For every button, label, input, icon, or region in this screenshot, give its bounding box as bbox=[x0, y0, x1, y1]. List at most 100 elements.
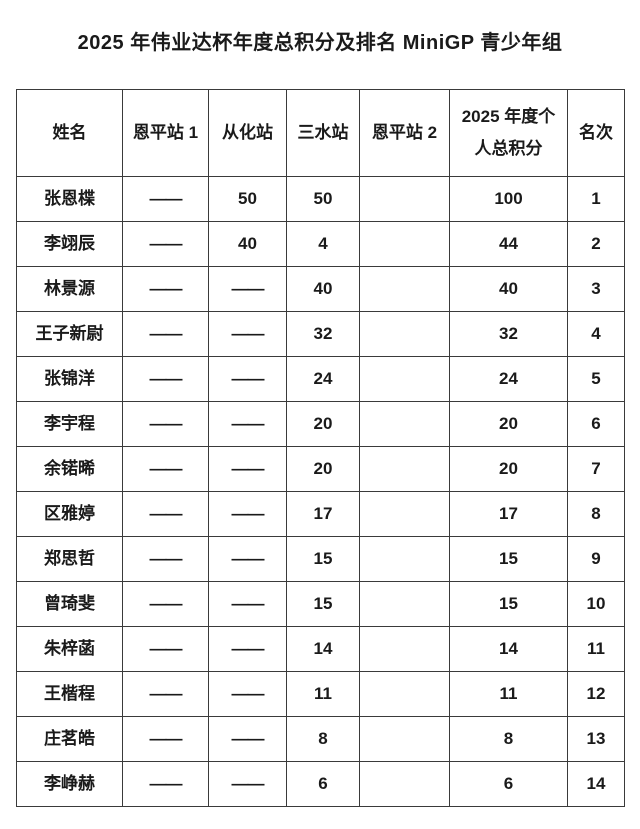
table-row: 张恩楪 —— 50 50 100 1 bbox=[16, 176, 625, 222]
enping2-score-cell bbox=[359, 671, 450, 717]
enping1-score-cell: —— bbox=[122, 581, 209, 627]
enping2-score-cell bbox=[359, 266, 450, 312]
conghua-score-cell: —— bbox=[208, 311, 287, 357]
sanshui-score-cell: 6 bbox=[286, 761, 360, 807]
conghua-score-cell: —— bbox=[208, 716, 287, 762]
enping2-score-cell bbox=[359, 761, 450, 807]
conghua-score-cell: 50 bbox=[208, 176, 287, 222]
rank-cell: 13 bbox=[567, 716, 625, 762]
total-points-cell: 24 bbox=[449, 356, 568, 402]
sanshui-score-cell: 15 bbox=[286, 536, 360, 582]
enping1-score-cell: —— bbox=[122, 491, 209, 537]
column-header-0: 姓名 bbox=[16, 89, 123, 177]
total-points-cell: 32 bbox=[449, 311, 568, 357]
table-row: 李翊辰 —— 40 4 44 2 bbox=[16, 221, 625, 267]
table-row: 李峥赫 —— —— 6 6 14 bbox=[16, 761, 625, 807]
total-points-cell: 20 bbox=[449, 446, 568, 492]
enping1-score-cell: —— bbox=[122, 716, 209, 762]
rank-cell: 10 bbox=[567, 581, 625, 627]
enping1-score-cell: —— bbox=[122, 626, 209, 672]
table-row: 王子新尉 —— —— 32 32 4 bbox=[16, 311, 625, 357]
total-points-cell: 40 bbox=[449, 266, 568, 312]
results-table-container: 姓名 恩平站 1 从化站 三水站 恩平站 2 2025 年度个人总积分 名次 张恩楪 —— 50… bbox=[16, 89, 625, 807]
page-title: 2025 年伟业达杯年度总积分及排名 MiniGP 青少年组 bbox=[77, 32, 563, 54]
enping2-score-cell bbox=[359, 536, 450, 582]
rank-cell: 3 bbox=[567, 266, 625, 312]
sanshui-score-cell: 14 bbox=[286, 626, 360, 672]
enping1-score-cell: —— bbox=[122, 761, 209, 807]
total-points-cell: 100 bbox=[449, 176, 568, 222]
sanshui-score-cell: 8 bbox=[286, 716, 360, 762]
conghua-score-cell: —— bbox=[208, 401, 287, 447]
conghua-score-cell: 40 bbox=[208, 221, 287, 267]
name-cell: 李峥赫 bbox=[16, 761, 123, 807]
name-cell: 王子新尉 bbox=[16, 311, 123, 357]
enping2-score-cell bbox=[359, 716, 450, 762]
total-points-cell: 20 bbox=[449, 401, 568, 447]
sanshui-score-cell: 15 bbox=[286, 581, 360, 627]
column-header-2: 从化站 bbox=[208, 89, 287, 177]
total-points-cell: 15 bbox=[449, 581, 568, 627]
table-row: 曾琦斐 —— —— 15 15 10 bbox=[16, 581, 625, 627]
sanshui-score-cell: 20 bbox=[286, 401, 360, 447]
enping1-score-cell: —— bbox=[122, 221, 209, 267]
rank-cell: 6 bbox=[567, 401, 625, 447]
enping1-score-cell: —— bbox=[122, 356, 209, 402]
sanshui-score-cell: 50 bbox=[286, 176, 360, 222]
enping1-score-cell: —— bbox=[122, 176, 209, 222]
rank-cell: 5 bbox=[567, 356, 625, 402]
total-points-cell: 8 bbox=[449, 716, 568, 762]
enping1-score-cell: —— bbox=[122, 671, 209, 717]
sanshui-score-cell: 11 bbox=[286, 671, 360, 717]
rank-cell: 1 bbox=[567, 176, 625, 222]
total-points-cell: 6 bbox=[449, 761, 568, 807]
column-header-4: 恩平站 2 bbox=[359, 89, 450, 177]
enping1-score-cell: —— bbox=[122, 266, 209, 312]
enping1-score-cell: —— bbox=[122, 446, 209, 492]
enping2-score-cell bbox=[359, 401, 450, 447]
enping1-score-cell: —— bbox=[122, 536, 209, 582]
column-header-1: 恩平站 1 bbox=[122, 89, 209, 177]
table-row: 郑思哲 —— —— 15 15 9 bbox=[16, 536, 625, 582]
table-row: 李宇程 —— —— 20 20 6 bbox=[16, 401, 625, 447]
conghua-score-cell: —— bbox=[208, 446, 287, 492]
rank-cell: 11 bbox=[567, 626, 625, 672]
total-points-cell: 15 bbox=[449, 536, 568, 582]
name-cell: 林景源 bbox=[16, 266, 123, 312]
enping1-score-cell: —— bbox=[122, 311, 209, 357]
sanshui-score-cell: 32 bbox=[286, 311, 360, 357]
enping2-score-cell bbox=[359, 446, 450, 492]
sanshui-score-cell: 24 bbox=[286, 356, 360, 402]
conghua-score-cell: —— bbox=[208, 491, 287, 537]
enping1-score-cell: —— bbox=[122, 401, 209, 447]
results-table: 姓名 恩平站 1 从化站 三水站 恩平站 2 2025 年度个人总积分 名次 张恩楪 —— 50… bbox=[16, 89, 625, 807]
name-cell: 郑思哲 bbox=[16, 536, 123, 582]
table-row: 庄茗皓 —— —— 8 8 13 bbox=[16, 716, 625, 762]
conghua-score-cell: —— bbox=[208, 581, 287, 627]
table-row: 张锦洋 —— —— 24 24 5 bbox=[16, 356, 625, 402]
name-cell: 区雅婷 bbox=[16, 491, 123, 537]
sanshui-score-cell: 20 bbox=[286, 446, 360, 492]
name-cell: 张恩楪 bbox=[16, 176, 123, 222]
total-points-cell: 44 bbox=[449, 221, 568, 267]
enping2-score-cell bbox=[359, 176, 450, 222]
name-cell: 余锘晞 bbox=[16, 446, 123, 492]
column-header-5: 2025 年度个人总积分 bbox=[449, 89, 568, 177]
rank-cell: 2 bbox=[567, 221, 625, 267]
conghua-score-cell: —— bbox=[208, 536, 287, 582]
name-cell: 张锦洋 bbox=[16, 356, 123, 402]
table-row: 林景源 —— —— 40 40 3 bbox=[16, 266, 625, 312]
total-points-cell: 14 bbox=[449, 626, 568, 672]
rank-cell: 12 bbox=[567, 671, 625, 717]
conghua-score-cell: —— bbox=[208, 761, 287, 807]
rank-cell: 7 bbox=[567, 446, 625, 492]
column-header-6: 名次 bbox=[567, 89, 625, 177]
rank-cell: 4 bbox=[567, 311, 625, 357]
enping2-score-cell bbox=[359, 581, 450, 627]
total-points-cell: 17 bbox=[449, 491, 568, 537]
table-row: 王楷程 —— —— 11 11 12 bbox=[16, 671, 625, 717]
sanshui-score-cell: 17 bbox=[286, 491, 360, 537]
table-row: 区雅婷 —— —— 17 17 8 bbox=[16, 491, 625, 537]
rank-cell: 8 bbox=[567, 491, 625, 537]
